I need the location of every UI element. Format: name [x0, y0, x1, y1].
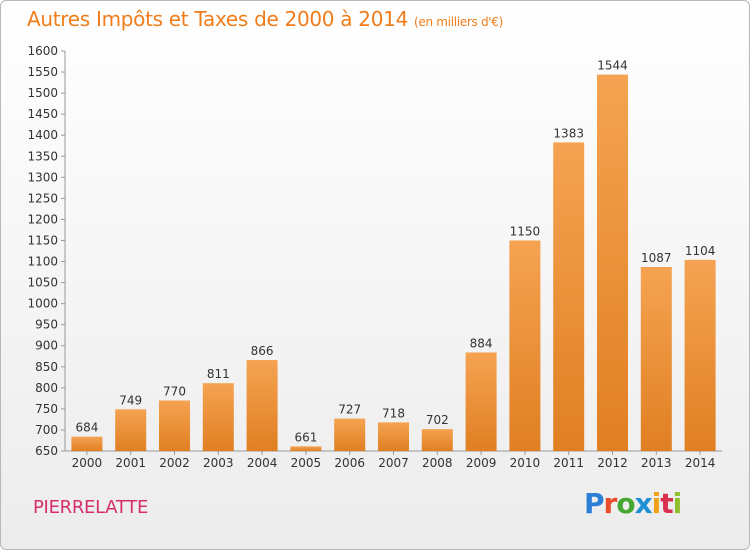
bar-value-label: 1150 — [510, 224, 541, 238]
bar-value-label: 866 — [251, 344, 274, 358]
x-tick-label: 2013 — [641, 456, 672, 470]
chart-subtitle: (en milliers d'€) — [414, 15, 504, 29]
y-tick-label: 1500 — [27, 86, 58, 100]
bar-value-label: 1383 — [553, 126, 584, 140]
bar-value-label: 718 — [382, 406, 405, 420]
y-tick-label: 950 — [35, 318, 58, 332]
bar-value-label: 884 — [470, 336, 493, 350]
y-tick-label: 1550 — [27, 65, 58, 79]
bar-value-label: 749 — [119, 393, 142, 407]
y-tick-label: 1200 — [27, 212, 58, 226]
bar — [465, 352, 497, 451]
bar-value-label: 727 — [338, 403, 361, 417]
bar — [553, 142, 585, 452]
y-tick-label: 1250 — [27, 191, 58, 205]
x-tick-label: 2012 — [597, 456, 628, 470]
x-tick-label: 2000 — [72, 456, 103, 470]
x-tick-label: 2014 — [685, 456, 716, 470]
logo-letter: t — [660, 487, 673, 520]
bar-value-label: 1104 — [685, 244, 716, 258]
bar-value-label: 702 — [426, 413, 449, 427]
y-tick-label: 1050 — [27, 276, 58, 290]
bar — [640, 267, 672, 451]
y-tick-label: 1100 — [27, 255, 58, 269]
bar — [509, 240, 541, 451]
chart-title-text: Autres Impôts et Taxes de 2000 à 2014 — [27, 7, 408, 31]
y-tick-label: 850 — [35, 360, 58, 374]
x-tick-label: 2002 — [159, 456, 190, 470]
y-tick-label: 1150 — [27, 233, 58, 247]
y-tick-label: 1350 — [27, 149, 58, 163]
bar-value-label: 811 — [207, 367, 230, 381]
x-tick-label: 2011 — [553, 456, 584, 470]
bar — [597, 74, 628, 451]
logo-letter: i — [672, 487, 683, 520]
y-tick-label: 1450 — [27, 107, 58, 121]
bar — [115, 409, 147, 451]
bar — [378, 422, 409, 451]
x-tick-label: 2007 — [378, 456, 409, 470]
city-name: PIERRELATTE — [33, 497, 149, 518]
y-tick-label: 800 — [35, 381, 58, 395]
logo-letter: r — [603, 487, 618, 520]
bar — [684, 259, 716, 451]
y-tick-label: 1600 — [27, 44, 58, 58]
y-tick-label: 900 — [35, 339, 58, 353]
bar-value-label: 770 — [163, 384, 186, 398]
y-tick-label: 1000 — [27, 297, 58, 311]
y-tick-label: 750 — [35, 402, 58, 416]
logo-letter: i — [651, 487, 662, 520]
x-tick-label: 2008 — [422, 456, 453, 470]
y-tick-label: 650 — [35, 444, 58, 458]
bar — [334, 418, 366, 451]
bar-value-label: 661 — [294, 430, 317, 444]
y-tick-label: 1300 — [27, 170, 58, 184]
x-tick-label: 2005 — [291, 456, 322, 470]
bar-value-label: 1087 — [641, 251, 672, 265]
chart-title: Autres Impôts et Taxes de 2000 à 2014 (en… — [27, 7, 503, 31]
logo-letter: x — [634, 487, 653, 520]
y-tick-label: 700 — [35, 423, 58, 437]
bar — [246, 360, 278, 451]
bar — [421, 429, 453, 451]
bar — [71, 436, 103, 451]
logo-letter: o — [616, 487, 635, 520]
bar — [290, 446, 322, 451]
bar — [159, 400, 190, 451]
x-tick-label: 2010 — [510, 456, 541, 470]
x-tick-label: 2006 — [334, 456, 365, 470]
bar-value-label: 684 — [75, 421, 98, 435]
y-tick-label: 1400 — [27, 128, 58, 142]
x-tick-label: 2001 — [115, 456, 146, 470]
proxiti-logo: Proxiti — [584, 487, 683, 520]
x-tick-label: 2004 — [247, 456, 278, 470]
logo-letter: P — [584, 487, 605, 520]
x-tick-label: 2003 — [203, 456, 234, 470]
bar-value-label: 1544 — [597, 59, 628, 73]
bar — [202, 383, 234, 451]
x-tick-label: 2009 — [466, 456, 497, 470]
